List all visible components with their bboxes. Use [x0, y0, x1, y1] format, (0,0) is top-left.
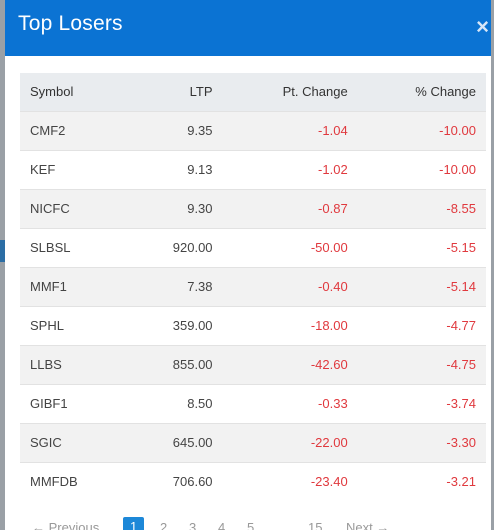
page-15-button[interactable]: 15 — [308, 520, 323, 530]
close-icon[interactable]: × — [476, 14, 489, 39]
cell-ltp: 706.60 — [172, 474, 213, 490]
cell-ltp: 9.13 — [187, 162, 213, 177]
cell-pt-change: -18.00 — [310, 318, 348, 333]
backdrop-right — [491, 0, 494, 530]
cell-ltp: 7.38 — [187, 279, 213, 294]
losers-table: Symbol LTP Pt. Change % Change CMF2 9.35… — [20, 73, 486, 501]
cell-pt-change: -23.40 — [310, 474, 348, 490]
page-5-button[interactable]: 5 — [247, 520, 255, 530]
cell-pt-change: -1.02 — [318, 162, 348, 177]
table-row[interactable]: MMFDB 706.60 -23.40 -3.21 — [20, 462, 486, 501]
table-row[interactable]: MMF1 7.38 -0.40 -5.14 — [20, 267, 486, 306]
cell-pct-change: -3.74 — [446, 396, 476, 411]
table-row[interactable]: CMF2 9.35 -1.04 -10.00 — [20, 111, 486, 150]
modal-title: Top Losers — [18, 12, 123, 35]
page-4-button[interactable]: 4 — [218, 520, 226, 530]
table-row[interactable]: SLBSL 920.00 -50.00 -5.15 — [20, 228, 486, 267]
page-2-button[interactable]: 2 — [160, 520, 168, 530]
cell-pt-change: -0.40 — [318, 279, 348, 294]
backdrop-marker — [0, 240, 5, 262]
cell-symbol[interactable]: MMFDB — [30, 474, 78, 490]
header-pct-change[interactable]: % Change — [415, 84, 476, 100]
table-row[interactable]: NICFC 9.30 -0.87 -8.55 — [20, 189, 486, 228]
cell-ltp: 359.00 — [172, 318, 213, 333]
cell-symbol[interactable]: KEF — [30, 162, 56, 177]
table-row[interactable]: KEF 9.13 -1.02 -10.00 — [20, 150, 486, 189]
modal-header: Top Losers × — [5, 0, 491, 56]
table-header-row: Symbol LTP Pt. Change % Change — [20, 73, 486, 111]
cell-pct-change: -5.15 — [446, 240, 476, 255]
cell-pt-change: -1.04 — [318, 123, 348, 138]
pagination-ellipsis: … — [278, 520, 291, 530]
cell-ltp: 9.30 — [187, 201, 213, 216]
cell-ltp: 8.50 — [187, 396, 213, 411]
cell-symbol[interactable]: GIBF1 — [30, 396, 68, 411]
cell-pct-change: -3.30 — [446, 435, 476, 450]
top-losers-modal: Top Losers × Symbol LTP Pt. Change % Cha… — [5, 0, 491, 530]
cell-symbol[interactable]: SLBSL — [30, 240, 71, 255]
cell-pt-change: -42.60 — [310, 357, 348, 372]
cell-ltp: 645.00 — [172, 435, 213, 450]
cell-ltp: 920.00 — [172, 240, 213, 255]
header-ltp[interactable]: LTP — [189, 84, 213, 100]
cell-symbol[interactable]: LLBS — [30, 357, 62, 372]
cell-symbol[interactable]: CMF2 — [30, 123, 66, 138]
cell-pct-change: -4.75 — [446, 357, 476, 372]
previous-page-button[interactable]: ← Previous — [32, 520, 100, 530]
cell-pt-change: -50.00 — [310, 240, 348, 255]
table-row[interactable]: SGIC 645.00 -22.00 -3.30 — [20, 423, 486, 462]
cell-pct-change: -4.77 — [446, 318, 476, 333]
pagination: ← Previous 1 2 3 4 5 … 15 Next → — [20, 516, 486, 530]
header-symbol[interactable]: Symbol — [30, 84, 74, 100]
backdrop-left — [0, 0, 5, 530]
cell-symbol[interactable]: MMF1 — [30, 279, 67, 294]
table-row[interactable]: LLBS 855.00 -42.60 -4.75 — [20, 345, 486, 384]
cell-pt-change: -0.33 — [318, 396, 348, 411]
cell-pt-change: -0.87 — [318, 201, 348, 216]
cell-symbol[interactable]: SPHL — [30, 318, 64, 333]
table-row[interactable]: SPHL 359.00 -18.00 -4.77 — [20, 306, 486, 345]
cell-symbol[interactable]: SGIC — [30, 435, 62, 450]
cell-pct-change: -3.21 — [446, 474, 476, 490]
cell-pct-change: -10.00 — [439, 123, 476, 138]
cell-pct-change: -5.14 — [446, 279, 476, 294]
cell-pct-change: -8.55 — [446, 201, 476, 216]
table-row[interactable]: GIBF1 8.50 -0.33 -3.74 — [20, 384, 486, 423]
cell-pct-change: -10.00 — [439, 162, 476, 177]
page-1-button[interactable]: 1 — [123, 517, 145, 530]
next-page-button[interactable]: Next → — [346, 520, 390, 530]
cell-ltp: 855.00 — [172, 357, 213, 372]
header-pt-change[interactable]: Pt. Change — [282, 84, 348, 100]
cell-pt-change: -22.00 — [310, 435, 348, 450]
cell-symbol[interactable]: NICFC — [30, 201, 70, 216]
page-3-button[interactable]: 3 — [189, 520, 197, 530]
cell-ltp: 9.35 — [187, 123, 213, 138]
losers-table-container: Symbol LTP Pt. Change % Change CMF2 9.35… — [20, 73, 486, 501]
